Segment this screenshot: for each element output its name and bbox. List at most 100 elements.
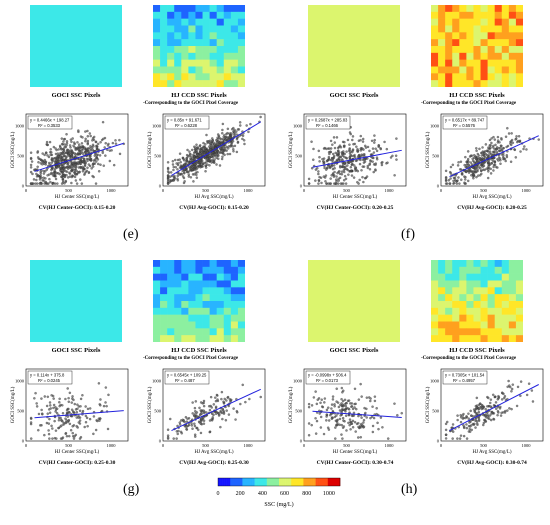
scatter-point: [490, 418, 493, 422]
scatter-point: [236, 141, 240, 144]
hj-pixel-cell: [494, 335, 503, 342]
scatter-point: [72, 166, 75, 169]
scatter-point: [490, 162, 493, 165]
hj-pixel-cell: [501, 11, 510, 19]
scatter-point: [310, 423, 313, 427]
scatter-point: [316, 398, 319, 401]
scatter-point: [166, 428, 170, 431]
scatter-point: [479, 167, 482, 170]
scatter-point: [118, 152, 122, 156]
scatter-point: [65, 155, 69, 158]
scatter-point: [193, 424, 197, 428]
scatter-point: [166, 170, 170, 173]
scatter-point: [481, 151, 484, 155]
scatter-point: [327, 406, 330, 409]
hj-pixel-cell: [508, 273, 517, 281]
hj-pixel-cell: [153, 18, 161, 26]
scatter-point: [330, 407, 333, 410]
hj-pixel-cell: [223, 273, 232, 281]
scatter-point: [444, 179, 448, 183]
x-tick-label: 0: [440, 188, 443, 193]
scatter-point: [69, 146, 72, 149]
scatter-point: [460, 172, 464, 176]
scatter-point: [475, 175, 478, 179]
hj-pixel-cell: [174, 301, 182, 309]
hj-pixel-cell: [501, 52, 510, 60]
hj-pixel-cell: [487, 266, 495, 274]
hj-pixel-cell: [153, 66, 161, 74]
scatter-point: [166, 167, 170, 171]
scatter-point: [345, 429, 348, 432]
goci-pixel-box: [30, 5, 122, 87]
scatter-point: [238, 121, 242, 124]
hj-pixel-cell: [216, 25, 225, 33]
hj-pixel-cell: [487, 328, 495, 336]
hj-pixel-cell: [501, 80, 510, 87]
scatter-point: [331, 167, 335, 171]
scatter-point: [248, 397, 251, 401]
scatter-point: [193, 414, 196, 418]
scatter-point: [323, 397, 327, 400]
scatter-point: [202, 419, 206, 423]
hj-pixel-cell: [487, 280, 495, 288]
scatter-point: [504, 159, 507, 163]
scatter-point: [188, 166, 192, 170]
scatter-point: [243, 142, 246, 146]
scatter-point: [493, 395, 497, 399]
scatter-point: [61, 404, 64, 407]
scatter-point: [328, 152, 331, 156]
hj-pixel-cell: [195, 25, 203, 33]
hj-pixel-cell: [473, 66, 481, 74]
scatter-point: [50, 151, 53, 154]
hj-pixel-cell: [174, 266, 182, 274]
hj-pixel-cell: [188, 321, 196, 329]
scatter-point: [503, 411, 507, 414]
hj-pixel-cell: [188, 80, 196, 87]
hj-pixel-cell: [153, 335, 161, 342]
scatter-point: [45, 168, 48, 172]
colorbar-segment: [333, 478, 337, 486]
scatter-point: [451, 163, 455, 167]
scatter-point: [49, 404, 52, 407]
hj-pixel-cell: [459, 321, 467, 329]
hj-pixel-heatmap: [431, 5, 523, 87]
scatter-point: [496, 135, 500, 139]
hj-pixel-cell: [209, 18, 217, 26]
scatter-point: [97, 382, 101, 385]
scatter-point: [88, 132, 92, 135]
colorbar-segment: [289, 478, 292, 486]
scatter-point: [349, 402, 352, 405]
colorbar-segment: [264, 478, 268, 486]
scatter-point: [43, 158, 47, 162]
hj-pixel-cell: [466, 314, 474, 322]
scatter-point: [486, 405, 489, 408]
scatter-point: [83, 163, 87, 166]
scatter-point: [470, 414, 473, 417]
colorbar-segment: [260, 478, 264, 486]
hj-pixel-cell: [216, 273, 225, 281]
scatter-point: [172, 179, 175, 182]
scatter-point: [476, 422, 479, 425]
scatter-point: [54, 157, 57, 160]
scatter-point: [348, 156, 352, 159]
scatter-point: [227, 147, 230, 150]
hj-pixel-cell: [445, 273, 453, 281]
hj-pixel-cell: [237, 73, 245, 81]
hj-pixel-cell: [174, 280, 182, 288]
colorbar-tick-label: 400: [258, 491, 267, 497]
scatter-point: [228, 398, 232, 401]
hj-pixel-cell: [466, 46, 474, 54]
scatter-point: [87, 157, 90, 161]
hj-pixel-cell: [466, 273, 474, 281]
scatter-point: [362, 153, 365, 156]
hj-pixel-cell: [431, 301, 439, 309]
scatter-point: [42, 172, 46, 175]
hj-pixel-cell: [515, 307, 523, 315]
colorbar-tick-label: 200: [236, 491, 245, 497]
hj-pixel-cell: [515, 73, 523, 81]
scatter-point: [78, 149, 82, 153]
colorbar-segment: [222, 478, 225, 486]
hj-pixel-cell: [487, 32, 495, 40]
hj-pixel-cell: [466, 73, 474, 81]
scatter-point: [508, 384, 511, 387]
